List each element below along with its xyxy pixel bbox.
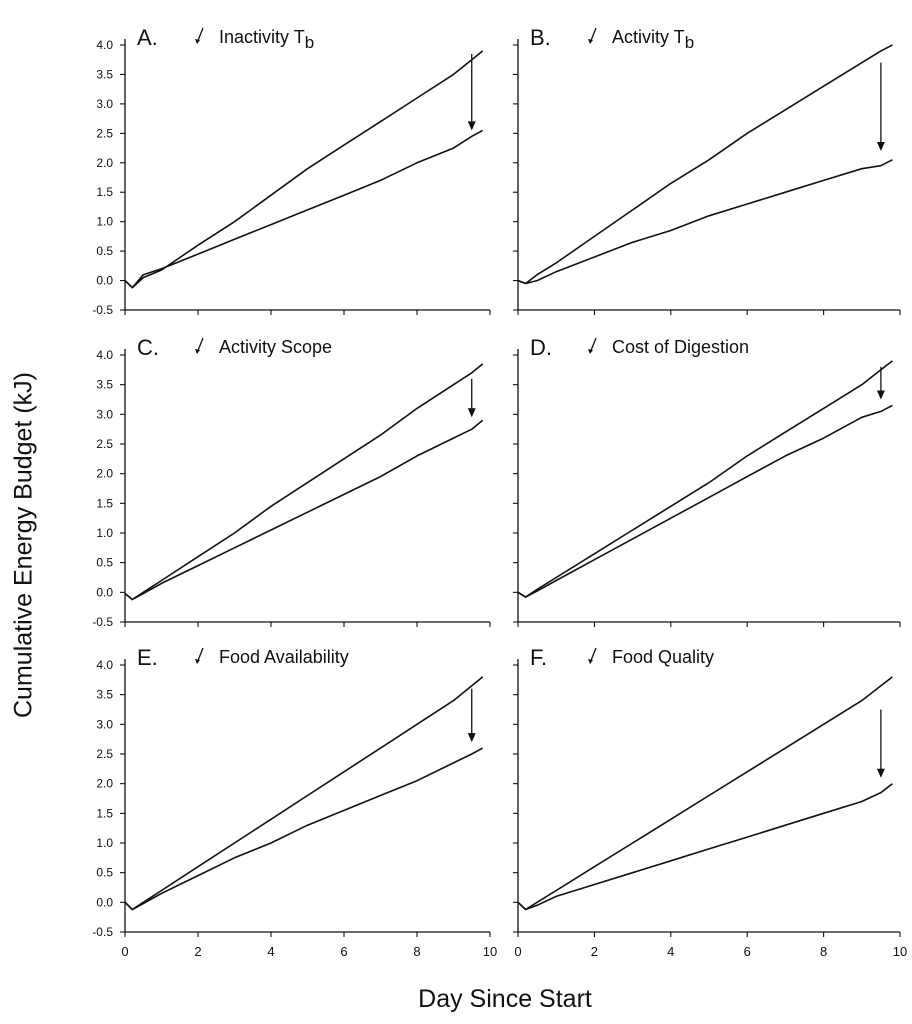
arrow-head [876,768,885,778]
panel-b: B. Activity Tb [513,25,901,315]
y-tick-label: 3.0 [96,717,113,731]
panel-label: E. [137,645,158,670]
y-tick-label: 0.5 [96,244,113,258]
y-tick-label: 3.5 [96,378,113,392]
panel-e: -0.5 0.0 0.5 1.0 1.5 2.0 2.5 3.0 3.5 4.0 0 2 4 6 8 10 E.… [92,645,497,959]
y-tick-label: 1.5 [96,185,113,199]
arrow-head [467,408,476,418]
x-axis-label: Day Since Start [418,985,592,1013]
x-tick-label: 0 [121,944,128,959]
x-tick-label: 6 [744,944,751,959]
series-line-2 [124,419,484,601]
panel-title: Food Quality [612,647,714,667]
y-tick-label: 0.5 [96,556,113,570]
decrease-icon-head [588,349,593,354]
y-tick-label: 2.0 [96,777,113,791]
decrease-icon-head [588,39,593,44]
series-line-2 [124,747,484,911]
decrease-icon-head [195,349,200,354]
y-tick-label: -0.5 [92,303,113,317]
series-line-1 [124,676,484,911]
y-tick-label: 4.0 [96,658,113,672]
y-tick-label: 2.0 [96,156,113,170]
series-line-2 [517,404,893,598]
series-line-1 [124,363,484,601]
y-tick-label: 0.5 [96,866,113,880]
series-line-1 [517,676,893,911]
y-tick-label: 1.0 [96,526,113,540]
panel-label: A. [137,25,158,50]
panel-d: D. Cost of Digestion [513,335,901,627]
arrow-head [467,121,476,131]
panel-f: 0 2 4 6 8 10 F. Food Quality [513,645,907,959]
y-tick-label: 2.5 [96,437,113,451]
panel-title-subscript: b [685,33,694,52]
x-tick-label: 4 [267,944,274,959]
decrease-icon-head [588,659,593,664]
x-tick-label: 0 [514,944,521,959]
panel-label: F. [530,645,547,670]
series-line-2 [517,159,893,285]
y-tick-label: 2.5 [96,747,113,761]
arrow-head [876,142,885,151]
x-tick-label: 10 [483,944,497,959]
series-line-1 [517,44,893,285]
y-tick-label: -0.5 [92,925,113,939]
series-line-2 [124,129,484,289]
series-line-1 [124,50,484,289]
panel-title: Cost of Digestion [612,337,749,357]
panel-a: -0.5 0.0 0.5 1.0 1.5 2.0 2.5 3.0 3.5 4.0 A. Inactiv… [92,25,491,317]
panel-title: Activity Scope [219,337,332,357]
y-tick-label: 4.0 [96,348,113,362]
y-tick-label: 2.0 [96,467,113,481]
y-tick-label: 0.0 [96,895,113,909]
y-tick-label: 3.0 [96,407,113,421]
y-tick-label: 1.0 [96,215,113,229]
panel-label: B. [530,25,551,50]
x-tick-label: 8 [413,944,420,959]
series-line-1 [517,360,893,598]
x-tick-label: 2 [194,944,201,959]
x-tick-label: 2 [591,944,598,959]
x-tick-label: 10 [893,944,907,959]
y-tick-label: 2.5 [96,126,113,140]
y-tick-label: 1.5 [96,806,113,820]
panel-title: Activity Tb [612,27,694,52]
x-tick-label: 6 [340,944,347,959]
panel-title: Food Availability [219,647,349,667]
series-line-2 [517,783,893,911]
y-tick-label: 4.0 [96,38,113,52]
y-tick-label: 3.5 [96,688,113,702]
y-tick-label: -0.5 [92,615,113,629]
arrow-head [467,733,476,743]
y-tick-label: 0.0 [96,274,113,288]
panel-title: Inactivity Tb [219,27,314,52]
decrease-icon-head [195,39,200,44]
x-tick-label: 4 [667,944,674,959]
panel-title-subscript: b [305,33,314,52]
panel-label: C. [137,335,159,360]
y-tick-label: 1.5 [96,496,113,510]
panel-c: -0.5 0.0 0.5 1.0 1.5 2.0 2.5 3.0 3.5 4.0 C. Activit… [92,335,491,629]
y-tick-label: 3.0 [96,97,113,111]
arrow-head [876,390,885,400]
decrease-icon-head [195,659,200,664]
panel-label: D. [530,335,552,360]
y-tick-label: 0.0 [96,585,113,599]
x-tick-label: 8 [820,944,827,959]
y-tick-label: 1.0 [96,836,113,850]
y-tick-label: 3.5 [96,67,113,81]
